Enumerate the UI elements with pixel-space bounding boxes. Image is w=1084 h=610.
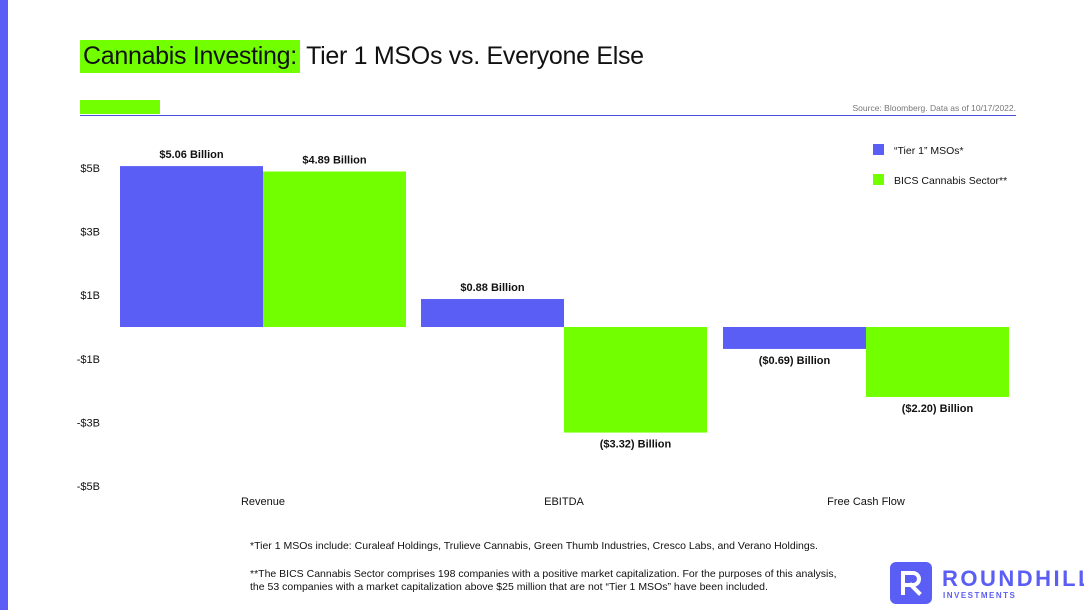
- bar-bics-ebitda: [564, 327, 707, 433]
- source-note: Source: Bloomberg. Data as of 10/17/2022…: [852, 103, 1017, 113]
- logo-wordmark: ROUNDHILL: [942, 566, 1084, 591]
- logo-subtitle: INVESTMENTS: [943, 591, 1017, 600]
- data-label: ($3.32) Billion: [600, 439, 672, 451]
- header-divider: [80, 115, 1016, 116]
- data-label: ($2.20) Billion: [902, 403, 974, 415]
- left-accent-bar: [0, 0, 8, 610]
- y-tick-label: -$1B: [77, 354, 100, 366]
- title-highlight: Cannabis Investing:: [80, 40, 300, 73]
- legend-swatch: [873, 144, 884, 155]
- legend-swatch: [873, 174, 884, 185]
- x-category-label: Free Cash Flow: [827, 496, 905, 508]
- bar-tier1-free-cash-flow: [723, 327, 866, 349]
- roundhill-r-icon: [890, 562, 932, 604]
- bar-tier1-ebitda: [421, 299, 564, 327]
- y-tick-label: -$3B: [77, 417, 100, 429]
- legend-label: “Tier 1” MSOs*: [894, 145, 964, 157]
- roundhill-logo: ROUNDHILL INVESTMENTS: [890, 562, 1084, 606]
- data-label: $0.88 Billion: [460, 282, 524, 294]
- bar-tier1-revenue: [120, 166, 263, 327]
- y-tick-label: $1B: [80, 290, 100, 302]
- legend-label: BICS Cannabis Sector**: [894, 175, 1007, 187]
- title-rest: Tier 1 MSOs vs. Everyone Else: [299, 42, 644, 70]
- page-title: Cannabis Investing: Tier 1 MSOs vs. Ever…: [80, 40, 644, 73]
- bar-bics-revenue: [263, 171, 406, 327]
- data-label: ($0.69) Billion: [759, 355, 831, 367]
- y-tick-label: $5B: [80, 163, 100, 175]
- y-tick-label: $3B: [80, 227, 100, 239]
- accent-rectangle: [80, 100, 160, 114]
- x-category-label: EBITDA: [544, 496, 584, 508]
- footnote-tier1: *Tier 1 MSOs include: Curaleaf Holdings,…: [250, 540, 818, 552]
- data-label: $5.06 Billion: [159, 149, 223, 161]
- x-category-label: Revenue: [241, 496, 285, 508]
- footnote-bics: **The BICS Cannabis Sector comprises 198…: [250, 568, 837, 593]
- data-label: $4.89 Billion: [302, 154, 366, 166]
- bar-bics-free-cash-flow: [866, 327, 1009, 397]
- y-tick-label: -$5B: [77, 481, 100, 493]
